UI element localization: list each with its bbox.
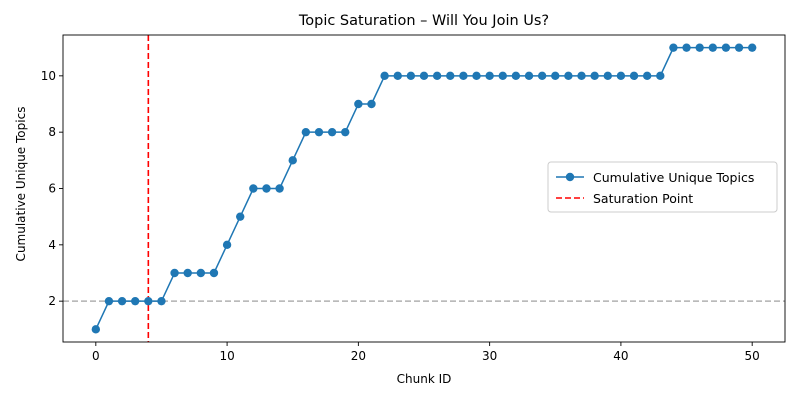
x-tick-label: 30 — [482, 349, 497, 363]
x-tick-label: 10 — [219, 349, 234, 363]
data-point — [708, 43, 717, 52]
data-point — [170, 268, 179, 278]
data-point — [446, 71, 455, 81]
data-point — [590, 71, 599, 81]
data-point — [459, 71, 468, 81]
data-point — [695, 43, 704, 52]
y-tick-label: 10 — [41, 69, 56, 83]
data-point — [669, 43, 678, 52]
data-point — [419, 71, 429, 81]
data-point — [131, 296, 140, 306]
chart-title: Topic Saturation – Will You Join Us? — [298, 13, 549, 29]
y-tick-label: 6 — [48, 182, 56, 196]
data-point — [564, 71, 573, 81]
data-point — [642, 71, 652, 81]
x-axis-title: Chunk ID — [397, 372, 452, 386]
data-point — [262, 184, 271, 193]
data-point — [498, 71, 507, 81]
axis-ticks: 0 10 20 30 40 50 2 4 6 8 10 — [41, 69, 760, 363]
data-point — [747, 43, 757, 52]
data-point — [485, 71, 494, 81]
data-point — [183, 268, 192, 278]
data-point — [196, 268, 206, 278]
data-point — [91, 325, 101, 334]
data-point — [249, 184, 258, 193]
data-point — [354, 99, 363, 109]
data-point — [524, 71, 534, 81]
x-tick-label: 0 — [92, 349, 100, 363]
x-tick-label: 20 — [351, 349, 366, 363]
data-point — [341, 127, 350, 137]
legend-label-series: Cumulative Unique Topics — [593, 170, 754, 185]
data-point — [236, 212, 245, 221]
data-point — [380, 71, 389, 81]
data-point — [682, 43, 691, 52]
data-point — [393, 71, 402, 81]
legend: Cumulative Unique Topics Saturation Point — [547, 161, 778, 213]
data-point — [432, 71, 442, 81]
data-point — [406, 71, 416, 81]
y-tick-label: 4 — [48, 238, 56, 252]
data-point — [209, 268, 219, 278]
data-point — [603, 71, 612, 81]
data-point — [301, 127, 311, 137]
data-point — [314, 127, 324, 137]
data-point — [629, 71, 639, 81]
y-axis-title: Cumulative Unique Topics — [14, 107, 28, 262]
data-point — [511, 71, 521, 81]
data-point — [104, 296, 114, 306]
data-point — [616, 71, 626, 81]
legend-box — [547, 161, 778, 213]
data-point — [656, 71, 665, 81]
data-point — [734, 43, 744, 52]
y-tick-label: 8 — [48, 125, 56, 139]
data-point — [327, 127, 337, 137]
x-tick-label: 50 — [745, 349, 760, 363]
data-point — [551, 71, 560, 81]
x-tick-label: 40 — [613, 349, 628, 363]
data-point — [288, 156, 297, 165]
data-point — [157, 296, 166, 306]
y-tick-label: 2 — [48, 294, 56, 308]
data-point — [537, 71, 547, 81]
data-point — [721, 43, 731, 52]
data-point — [472, 71, 481, 81]
legend-marker-swatch — [565, 172, 575, 182]
data-point — [275, 184, 284, 193]
data-point — [117, 296, 127, 306]
data-point — [367, 99, 376, 109]
data-point — [577, 71, 586, 81]
data-point — [144, 296, 153, 306]
data-point — [222, 240, 232, 250]
legend-label-saturation: Saturation Point — [593, 191, 693, 206]
